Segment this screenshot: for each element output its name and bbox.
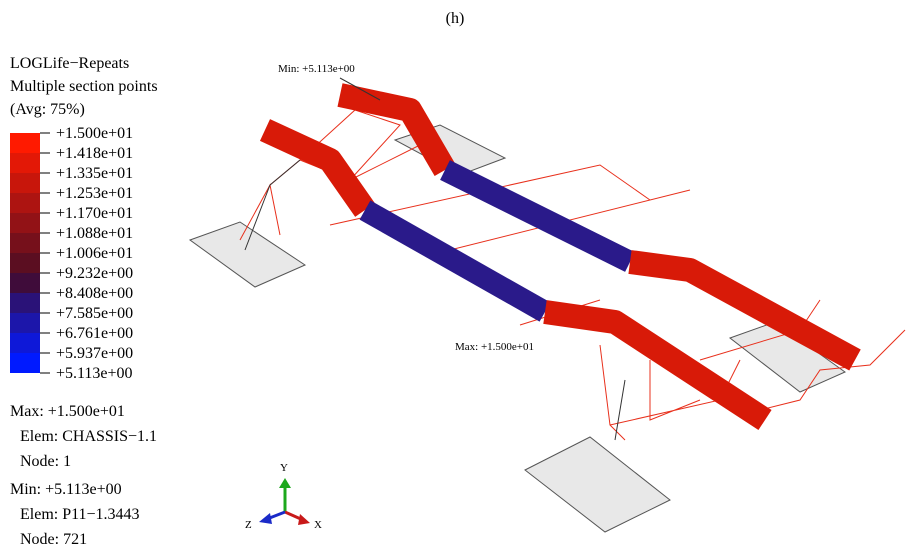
x-arrowhead: [298, 514, 310, 525]
color-band: [10, 273, 40, 293]
max-elem: Elem: CHASSIS−1.1: [20, 428, 157, 445]
legend-label: +5.937e+00: [56, 345, 133, 362]
color-band: [10, 353, 40, 373]
legend-title: (Avg: 75%): [10, 101, 85, 118]
legend-title: Multiple section points: [10, 78, 158, 95]
color-band: [10, 253, 40, 273]
support-plate: [525, 437, 670, 532]
rail: [545, 312, 765, 420]
color-band: [10, 313, 40, 333]
min-value: Min: +5.113e+00: [10, 481, 122, 498]
legend-label: +7.585e+00: [56, 305, 133, 322]
legend-label: +1.006e+01: [56, 245, 133, 262]
axis-triad: Y X Z: [245, 462, 322, 531]
color-band: [10, 233, 40, 253]
color-band: [10, 213, 40, 233]
z-axis-label: Z: [245, 519, 252, 531]
min-elem: Elem: P11−1.3443: [20, 506, 140, 523]
viewport: (h) LOGLife−Repeats Multiple section poin…: [0, 0, 910, 549]
figure-label: (h): [446, 10, 465, 27]
y-arrowhead: [279, 478, 291, 488]
min-node: Node: 721: [20, 531, 87, 548]
min-annotation: Min: +5.113e+00: [278, 63, 355, 75]
color-band: [10, 193, 40, 213]
color-band: [10, 133, 40, 153]
legend: LOGLife−Repeats Multiple section points (A…: [10, 55, 158, 382]
max-value: Max: +1.500e+01: [10, 403, 125, 420]
x-axis-label: X: [314, 519, 322, 531]
color-band: [10, 333, 40, 353]
model: Min: +5.113e+00 Max: +1.500e+01: [190, 63, 905, 532]
color-band: [10, 153, 40, 173]
legend-label: +1.170e+01: [56, 205, 133, 222]
legend-label: +6.761e+00: [56, 325, 133, 342]
z-arrowhead: [259, 513, 272, 524]
support-plate: [190, 222, 305, 287]
max-node: Node: 1: [20, 453, 71, 470]
legend-label: +1.500e+01: [56, 125, 133, 142]
legend-title: LOGLife−Repeats: [10, 55, 129, 72]
legend-label: +8.408e+00: [56, 285, 133, 302]
rail: [445, 170, 630, 262]
y-axis-label: Y: [280, 462, 288, 474]
legend-label: +1.253e+01: [56, 185, 133, 202]
color-band: [10, 293, 40, 313]
legend-label: +1.088e+01: [56, 225, 133, 242]
rail: [365, 210, 545, 312]
legend-label: +1.335e+01: [56, 165, 133, 182]
legend-label: +9.232e+00: [56, 265, 133, 282]
rail: [265, 130, 365, 210]
legend-label: +1.418e+01: [56, 145, 133, 162]
color-band: [10, 173, 40, 193]
legend-label: +5.113e+00: [56, 365, 133, 382]
max-annotation: Max: +1.500e+01: [455, 341, 534, 353]
